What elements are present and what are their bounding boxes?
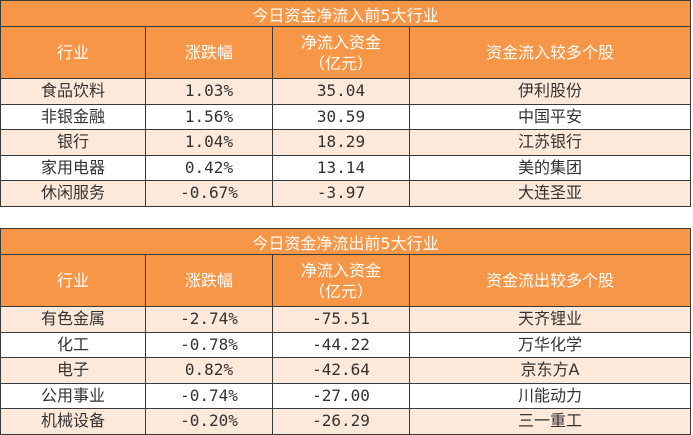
netflow-cell: -26.29 bbox=[272, 408, 410, 435]
table-row: 非银金融 1.56% 30.59 中国平安 bbox=[0, 103, 691, 130]
stock-cell: 江苏银行 bbox=[409, 129, 691, 156]
header-change: 涨跌幅 bbox=[145, 254, 273, 307]
netflow-cell: 35.04 bbox=[272, 78, 410, 105]
industry-cell: 公用事业 bbox=[0, 382, 146, 409]
table-row: 食品饮料 1.03% 35.04 伊利股份 bbox=[0, 78, 691, 105]
netflow-cell: -44.22 bbox=[272, 331, 410, 358]
header-netflow: 净流入资金 （亿元） bbox=[272, 254, 410, 307]
industry-cell: 有色金属 bbox=[0, 306, 146, 333]
industry-cell: 休闲服务 bbox=[0, 180, 146, 207]
industry-cell: 化工 bbox=[0, 331, 146, 358]
stock-cell: 三一重工 bbox=[409, 408, 691, 435]
industry-cell: 非银金融 bbox=[0, 103, 146, 130]
netflow-cell: -27.00 bbox=[272, 382, 410, 409]
change-cell: 1.04% bbox=[145, 129, 273, 156]
header-industry: 行业 bbox=[0, 26, 146, 79]
table-row: 银行 1.04% 18.29 江苏银行 bbox=[0, 129, 691, 156]
change-cell: -0.20% bbox=[145, 408, 273, 435]
stock-cell: 川能动力 bbox=[409, 382, 691, 409]
table-row: 家用电器 0.42% 13.14 美的集团 bbox=[0, 154, 691, 181]
change-cell: 0.82% bbox=[145, 357, 273, 384]
change-cell: -0.67% bbox=[145, 180, 273, 207]
change-cell: -0.78% bbox=[145, 331, 273, 358]
industry-cell: 食品饮料 bbox=[0, 78, 146, 105]
change-cell: -0.74% bbox=[145, 382, 273, 409]
change-cell: 0.42% bbox=[145, 154, 273, 181]
industry-cell: 银行 bbox=[0, 129, 146, 156]
netflow-cell: 30.59 bbox=[272, 103, 410, 130]
table-row: 休闲服务 -0.67% -3.97 大连圣亚 bbox=[0, 180, 691, 207]
stock-cell: 伊利股份 bbox=[409, 78, 691, 105]
header-industry: 行业 bbox=[0, 254, 146, 307]
netflow-cell: -75.51 bbox=[272, 306, 410, 333]
table-row: 有色金属 -2.74% -75.51 天齐锂业 bbox=[0, 306, 691, 333]
header-netflow: 净流入资金 （亿元） bbox=[272, 26, 410, 79]
table-row: 机械设备 -0.20% -26.29 三一重工 bbox=[0, 408, 691, 435]
header-change: 涨跌幅 bbox=[145, 26, 273, 79]
industry-cell: 电子 bbox=[0, 357, 146, 384]
table-row: 电子 0.82% -42.64 京东方A bbox=[0, 357, 691, 384]
change-cell: 1.56% bbox=[145, 103, 273, 130]
stock-cell: 京东方A bbox=[409, 357, 691, 384]
netflow-cell: -42.64 bbox=[272, 357, 410, 384]
header-stocks: 资金流出较多个股 bbox=[409, 254, 691, 307]
table-row: 公用事业 -0.74% -27.00 川能动力 bbox=[0, 382, 691, 409]
netflow-cell: 18.29 bbox=[272, 129, 410, 156]
table-title: 今日资金净流入前5大行业 bbox=[0, 0, 691, 27]
table-title: 今日资金净流出前5大行业 bbox=[0, 228, 691, 255]
inflow-table: 今日资金净流入前5大行业 行业 涨跌幅 净流入资金 （亿元） 资金流入较多个股 … bbox=[0, 0, 691, 207]
change-cell: -2.74% bbox=[145, 306, 273, 333]
stock-cell: 大连圣亚 bbox=[409, 180, 691, 207]
industry-cell: 机械设备 bbox=[0, 408, 146, 435]
table-row: 化工 -0.78% -44.22 万华化学 bbox=[0, 331, 691, 358]
outflow-table: 今日资金净流出前5大行业 行业 涨跌幅 净流入资金 （亿元） 资金流出较多个股 … bbox=[0, 228, 691, 435]
stock-cell: 万华化学 bbox=[409, 331, 691, 358]
stock-cell: 中国平安 bbox=[409, 103, 691, 130]
stock-cell: 天齐锂业 bbox=[409, 306, 691, 333]
netflow-cell: 13.14 bbox=[272, 154, 410, 181]
industry-cell: 家用电器 bbox=[0, 154, 146, 181]
change-cell: 1.03% bbox=[145, 78, 273, 105]
netflow-cell: -3.97 bbox=[272, 180, 410, 207]
header-stocks: 资金流入较多个股 bbox=[409, 26, 691, 79]
stock-cell: 美的集团 bbox=[409, 154, 691, 181]
